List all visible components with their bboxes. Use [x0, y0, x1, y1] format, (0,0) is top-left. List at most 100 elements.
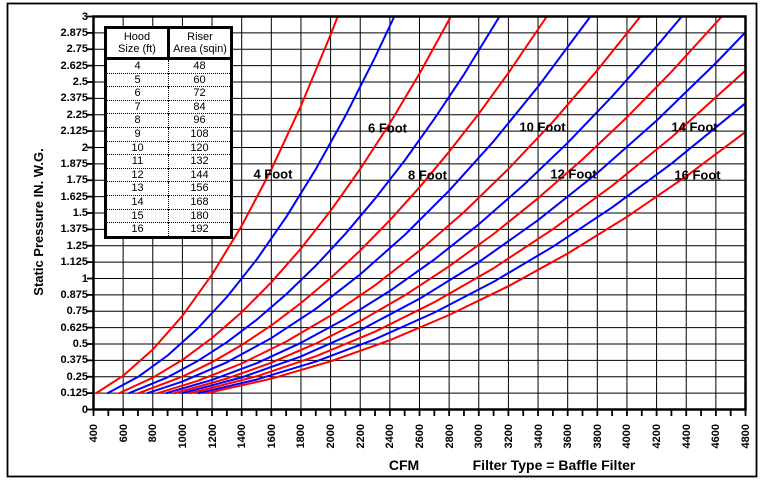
riser-area-header: Riser Area (sqin): [168, 27, 232, 60]
x-tick-label: 4800: [740, 424, 752, 449]
y-tick-label: 3: [81, 10, 88, 23]
curve-12-foot: [173, 15, 723, 395]
curve-6-foot: [118, 15, 452, 395]
y-tick-label: 0.375: [60, 354, 88, 367]
x-tick-label: 3600: [562, 424, 575, 449]
y-tick-label: 1.375: [60, 223, 88, 236]
x-tick-label: 800: [147, 424, 160, 443]
y-tick-label: 0.75: [66, 305, 88, 318]
riser-area-table-row: 7 84: [105, 99, 232, 114]
filter-type-note: Filter Type = Baffle Filter: [472, 457, 636, 473]
x-axis-title: CFM: [388, 457, 420, 473]
curve-15-foot: [197, 102, 747, 395]
y-tick-label: 2.875: [60, 26, 88, 39]
riser-area-header-line2: Area (sqin): [173, 43, 227, 55]
hood-size-cell: 9: [105, 126, 169, 142]
y-tick-label: 0.625: [60, 321, 88, 334]
curve-9-foot: [146, 15, 592, 395]
riser-area-table-row: 8 96: [105, 113, 232, 128]
curve-11-foot: [165, 15, 683, 395]
x-tick-label: 2800: [443, 424, 456, 449]
hood-size-header: Hood Size (ft): [105, 27, 170, 60]
plot-border: [92, 15, 747, 411]
hood-size-cell: 16: [105, 222, 169, 238]
y-tick-label: 0.875: [60, 288, 88, 301]
y-tick-label: 1.75: [66, 174, 88, 187]
y-tick-label: 2.75: [66, 43, 88, 56]
curve-5-foot: [106, 15, 396, 395]
riser-area-cell: 132: [168, 154, 232, 169]
x-tick-label: 1800: [295, 424, 308, 449]
y-tick-label: 0: [81, 403, 88, 416]
hood-size-cell: 15: [105, 208, 169, 223]
riser-area-table-row: 4 48: [105, 58, 232, 74]
y-tick-label: 1.5: [72, 207, 88, 219]
riser-area-table-row: 13 156: [105, 181, 232, 196]
y-tick-label: 2.375: [60, 92, 88, 105]
curve-label-14-foot: 14 Foot: [671, 119, 718, 135]
y-tick-label: 0.125: [60, 387, 88, 400]
hood-size-cell: 12: [105, 167, 169, 182]
curve-7-foot: [128, 15, 501, 395]
x-tick-label: 3200: [502, 424, 515, 449]
riser-area-table-header-row: Hood Size (ft) Riser Area (sqin): [105, 27, 232, 60]
y-tick-label: 0.25: [66, 370, 88, 383]
y-tick-label: 1: [81, 272, 88, 285]
riser-area-table-row: 12 144: [105, 167, 232, 182]
curve-8-foot: [137, 15, 548, 395]
curve-10-foot: [157, 15, 642, 395]
riser-area-cell: 96: [168, 113, 232, 128]
y-tick-label: 1.875: [60, 157, 88, 170]
hood-size-cell: 13: [105, 181, 169, 196]
y-tick-label: 1.25: [66, 239, 88, 252]
curve-label-10-foot: 10 Foot: [519, 119, 566, 135]
x-tick-label: 1600: [265, 424, 278, 449]
x-tick-label: 2400: [384, 424, 397, 449]
curve-14-foot: [189, 69, 747, 395]
x-tick-label: 1200: [206, 424, 219, 449]
curve-label-6-foot: 6 Foot: [367, 120, 407, 136]
y-axis-title: Static Pressure IN. W.G.: [31, 148, 46, 296]
riser-area-cell: 144: [168, 167, 232, 182]
curve-label-12-foot: 12 Foot: [550, 166, 597, 182]
riser-area-cell: 156: [168, 181, 232, 196]
curve-label-4-foot: 4 Foot: [253, 166, 293, 182]
curve-label-8-foot: 8 Foot: [408, 167, 447, 183]
riser-area-cell: 120: [168, 140, 232, 155]
riser-area-cell: 108: [168, 126, 232, 142]
x-tick-label: 1400: [236, 424, 249, 449]
riser-area-header-line1: Riser: [187, 31, 213, 43]
x-tick-label: 3400: [532, 424, 545, 449]
riser-area-table-row: 11 132: [105, 154, 232, 169]
riser-area-table-grid: Hood Size (ft) Riser Area (sqin) 4 48 5 60 6…: [104, 26, 233, 239]
hood-size-cell: 6: [105, 86, 169, 101]
hood-size-cell: 10: [105, 140, 169, 155]
hood-size-header-line2: Size (ft): [118, 43, 156, 55]
riser-area-cell: 168: [168, 194, 232, 210]
x-tick-label: 2600: [414, 424, 426, 449]
curve-4-foot: [95, 15, 339, 395]
riser-area-table-row: 10 120: [105, 140, 232, 155]
curve-label-16-foot: 16 Foot: [674, 167, 721, 183]
riser-area-cell: 48: [193, 60, 206, 72]
riser-area-table-row: 16 192: [105, 222, 232, 238]
hood-size-cell: 5: [105, 72, 169, 87]
riser-area-table-row: 6 72: [105, 86, 232, 101]
x-tick-label: 1000: [176, 424, 189, 449]
x-tick-label: 2200: [354, 424, 367, 449]
curve-13-foot: [181, 31, 747, 395]
y-tick-label: 2.125: [60, 125, 88, 138]
riser-area-cell: 180: [168, 208, 232, 223]
y-tick-label: 2: [81, 141, 88, 154]
riser-area-cell: 60: [168, 72, 232, 87]
y-tick-label: 2.5: [72, 76, 88, 88]
curve-16-foot: [206, 130, 747, 395]
riser-area-table: Hood Size (ft) Riser Area (sqin) 4 48 5 60 6…: [104, 26, 233, 239]
y-tick-label: 2.625: [60, 59, 88, 72]
riser-area-table-row: 15 180: [105, 208, 232, 223]
y-tick-label: 1.625: [60, 190, 88, 203]
x-tick-label: 600: [117, 424, 130, 443]
riser-area-cell: 84: [168, 99, 232, 114]
